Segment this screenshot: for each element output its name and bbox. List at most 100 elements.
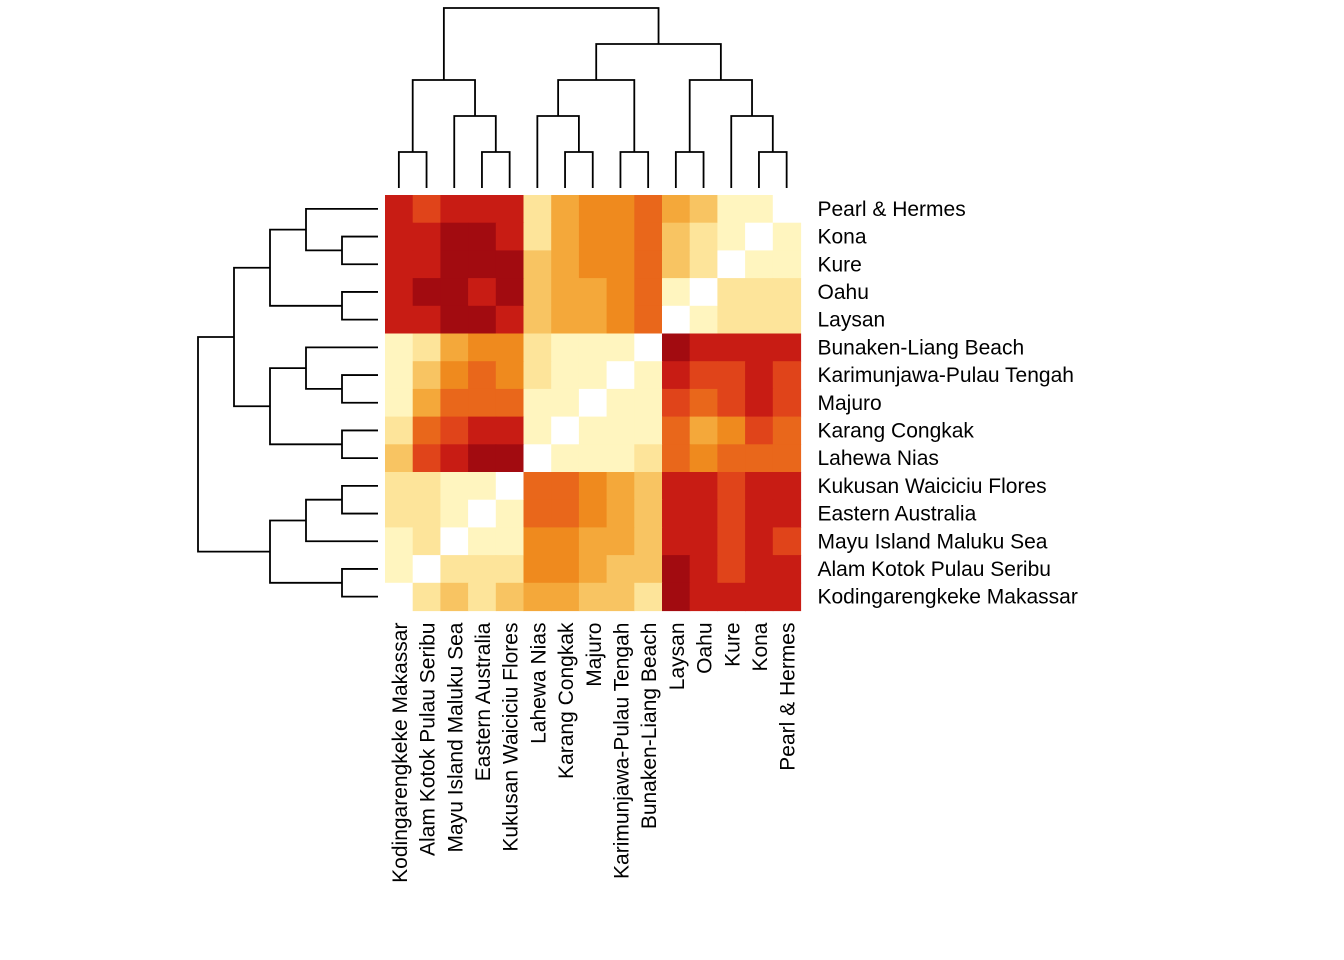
heatmap-cell	[523, 527, 552, 556]
heatmap-cell	[440, 472, 469, 501]
heatmap-cell	[495, 361, 525, 390]
heatmap-cell	[385, 305, 414, 335]
heatmap-cell	[745, 333, 774, 362]
heatmap-cell	[689, 582, 718, 612]
dendrogram-branch	[564, 151, 594, 188]
dendrogram-branch	[595, 43, 722, 80]
dendrogram-branch	[758, 151, 788, 188]
row-label: Kukusan Waiciciu Flores	[818, 475, 1047, 498]
heatmap-cell	[412, 388, 441, 418]
heatmap-cell	[495, 416, 525, 445]
heatmap-cell	[634, 195, 663, 224]
heatmap-cell	[523, 361, 552, 390]
heatmap-cell	[385, 527, 414, 556]
heatmap-cell	[745, 278, 774, 307]
heatmap-cell	[551, 444, 580, 473]
row-label: Alam Kotok Pulau Seribu	[818, 558, 1051, 581]
heatmap-cell	[606, 333, 635, 362]
heatmap-cell	[412, 278, 441, 307]
heatmap-cell	[634, 555, 663, 584]
heatmap-cell	[772, 472, 802, 501]
heatmap-cell	[606, 527, 635, 556]
heatmap-cell	[495, 195, 525, 224]
dendrogram-branch	[341, 484, 378, 515]
heatmap-cell	[745, 388, 774, 418]
heatmap-cell	[606, 499, 635, 528]
heatmap-cell	[412, 222, 441, 251]
heatmap-cell	[412, 499, 441, 528]
heatmap-cell	[468, 555, 497, 584]
column-label: Kona	[749, 622, 772, 671]
heatmap-cell	[606, 305, 635, 335]
heatmap-cell	[689, 195, 718, 224]
heatmap-cell	[578, 250, 608, 279]
heatmap-cell	[745, 416, 774, 445]
heatmap-cell	[385, 388, 414, 418]
row-label: Mayu Island Maluku Sea	[818, 530, 1048, 553]
heatmap-cell	[523, 278, 552, 307]
heatmap-cell	[717, 555, 746, 584]
heatmap-cell	[717, 333, 746, 362]
heatmap-cell	[385, 250, 414, 279]
heatmap-cell	[662, 250, 691, 279]
heatmap-cell	[468, 333, 497, 362]
heatmap-cell	[578, 444, 608, 473]
column-label: Karang Congkak	[555, 622, 578, 779]
heatmap-cell	[662, 582, 691, 612]
heatmap-cell	[772, 278, 802, 307]
heatmap-cell	[551, 416, 580, 445]
heatmap-cell	[440, 222, 469, 251]
heatmap-cell	[634, 305, 663, 335]
heatmap-cell	[440, 388, 469, 418]
heatmap-cell	[745, 499, 774, 528]
dendrogram-branch	[674, 151, 705, 188]
heatmap-cell	[662, 195, 691, 224]
heatmap-cell	[385, 499, 414, 528]
heatmap-cell	[772, 444, 802, 473]
heatmap-cell	[551, 472, 580, 501]
heatmap-cell	[772, 499, 802, 528]
heatmap-cell	[440, 305, 469, 335]
row-label: Lahewa Nias	[818, 447, 939, 470]
heatmap-cell	[662, 416, 691, 445]
heatmap-cell	[634, 582, 663, 612]
heatmap-cell	[385, 278, 414, 307]
heatmap-cell	[412, 555, 441, 584]
heatmap-cell	[662, 472, 691, 501]
row-dendrogram	[197, 207, 378, 598]
heatmap-cell	[662, 388, 691, 418]
heatmap-cell	[468, 388, 497, 418]
heatmap-cell	[412, 333, 441, 362]
heatmap-cell	[495, 250, 525, 279]
heatmap-cell	[717, 222, 746, 251]
heatmap-cell	[440, 250, 469, 279]
heatmap-cell	[717, 472, 746, 501]
heatmap-cell	[745, 472, 774, 501]
heatmap-cell	[606, 361, 635, 390]
heatmap-cell	[662, 222, 691, 251]
heatmap-cell	[578, 195, 608, 224]
column-label: Kukusan Waiciciu Flores	[500, 623, 523, 852]
heatmap-cell	[745, 444, 774, 473]
heatmap-cell	[412, 195, 441, 224]
dendrogram-branch	[341, 291, 378, 321]
heatmap-cell	[717, 582, 746, 612]
heatmap-cell	[772, 333, 802, 362]
heatmap-cell	[385, 444, 414, 473]
heatmap-cell	[772, 582, 802, 612]
heatmap-cell	[440, 555, 469, 584]
heatmap-cell	[745, 195, 774, 224]
heatmap-cell	[689, 388, 718, 418]
heatmap-cell	[551, 305, 580, 335]
column-label: Bunaken-Liang Beach	[638, 623, 661, 830]
heatmap-cell	[578, 472, 608, 501]
heatmap-cell	[523, 555, 552, 584]
heatmap-cell	[440, 333, 469, 362]
heatmap-cell	[772, 388, 802, 418]
heatmap-cell	[412, 444, 441, 473]
heatmap-cell	[468, 222, 497, 251]
row-label: Kona	[818, 226, 867, 249]
row-label: Karimunjawa-Pulau Tengah	[818, 364, 1074, 387]
heatmap-cell	[662, 361, 691, 390]
